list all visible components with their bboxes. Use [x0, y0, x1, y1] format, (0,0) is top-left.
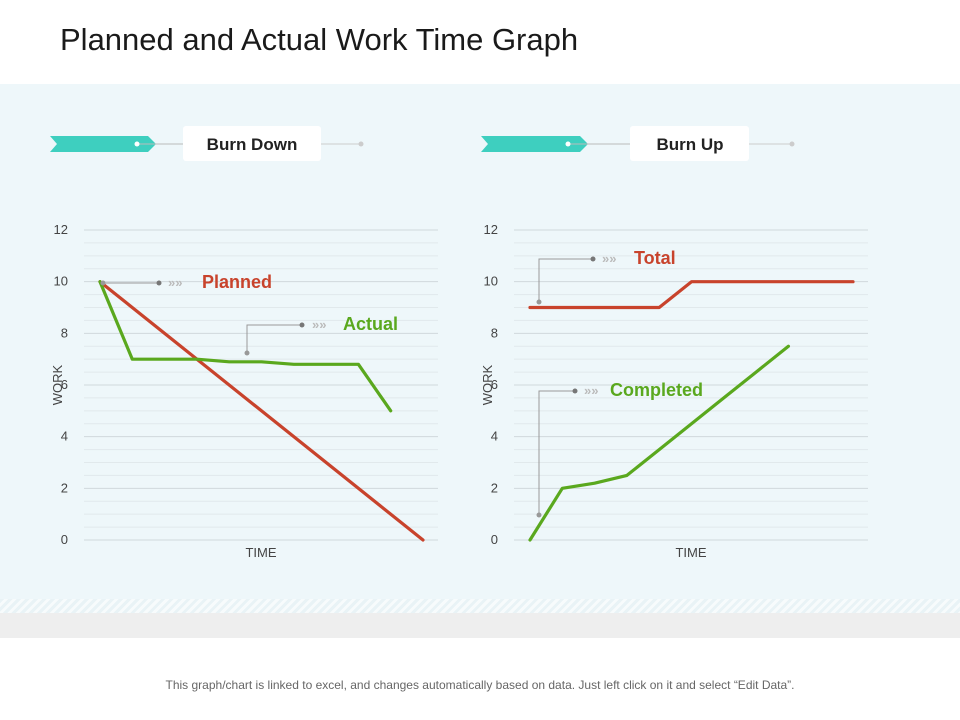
burn-up-chart: 0 2 4 6 8 10 12 WORK TIME	[480, 222, 868, 560]
actual-callout: »» Actual	[244, 314, 398, 356]
chevron-icon: »»	[602, 251, 616, 266]
y-tick-label: 2	[61, 480, 68, 495]
footer-note: This graph/chart is linked to excel, and…	[165, 678, 795, 692]
burn-down-header: Burn Down	[50, 126, 364, 161]
header-box	[630, 126, 749, 161]
planned-callout: »» Planned	[100, 272, 272, 292]
burn-down-title: Burn Down	[207, 135, 298, 154]
total-label: Total	[634, 248, 676, 268]
series-line-completed	[528, 344, 791, 542]
teal-arrow-banner	[50, 136, 156, 152]
x-axis-label: TIME	[675, 545, 706, 560]
series-line-planned	[98, 280, 425, 542]
completed-callout: »» Completed	[536, 380, 703, 518]
hatch-divider	[0, 599, 960, 613]
burn-down-chart: 0 2 4 6 8 10 12 WORK TIME	[50, 222, 438, 560]
y-tick-label: 4	[61, 429, 68, 444]
y-tick-label: 4	[491, 429, 498, 444]
series-line-actual	[98, 280, 393, 413]
y-tick-label: 12	[54, 222, 68, 237]
footer-bar	[0, 613, 960, 638]
y-tick-label: 12	[484, 222, 498, 237]
chevron-icon: »»	[312, 317, 326, 332]
header-box	[183, 126, 321, 161]
y-tick-label: 6	[491, 377, 498, 392]
y-tick-label: 8	[491, 325, 498, 340]
y-tick-label: 0	[61, 532, 68, 547]
y-tick-label: 6	[61, 377, 68, 392]
y-tick-label: 8	[61, 325, 68, 340]
page-title: Planned and Actual Work Time Graph	[60, 22, 579, 57]
y-tick-label: 10	[54, 274, 68, 289]
planned-label: Planned	[202, 272, 272, 292]
burn-up-header: Burn Up	[481, 126, 795, 161]
chevron-icon: »»	[168, 275, 182, 290]
connector-dot	[358, 141, 364, 147]
burn-up-title: Burn Up	[656, 135, 723, 154]
chevron-icon: »»	[584, 383, 598, 398]
teal-arrow-banner	[481, 136, 588, 152]
chart-panel	[0, 84, 960, 599]
total-callout: »» Total	[536, 248, 676, 305]
connector-dot	[789, 141, 795, 147]
actual-label: Actual	[343, 314, 398, 334]
y-tick-label: 2	[491, 480, 498, 495]
completed-label: Completed	[610, 380, 703, 400]
x-axis-label: TIME	[245, 545, 276, 560]
series-line-total	[528, 280, 855, 310]
y-tick-label: 0	[491, 532, 498, 547]
y-axis-label: WORK	[480, 364, 495, 405]
y-tick-label: 10	[484, 274, 498, 289]
y-axis-label: WORK	[50, 364, 65, 405]
